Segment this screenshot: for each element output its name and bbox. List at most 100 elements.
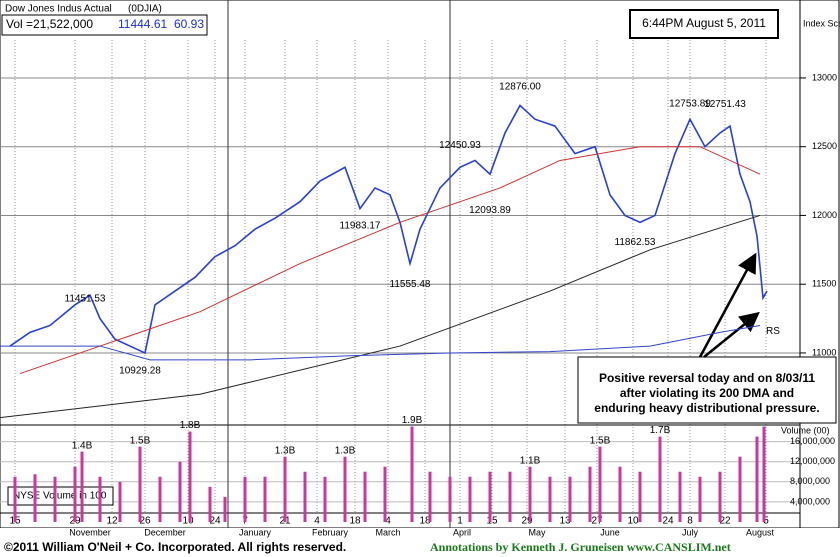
month-label: June bbox=[600, 527, 620, 537]
volume-bar bbox=[383, 466, 387, 522]
volume-bar bbox=[188, 431, 192, 522]
volume-bar bbox=[158, 476, 162, 522]
series-line bbox=[9, 104, 768, 355]
timestamp-box bbox=[629, 9, 779, 39]
y-tick-label: 11500 bbox=[812, 279, 836, 289]
volume-bar bbox=[598, 446, 602, 522]
data-label: 1.1B bbox=[520, 455, 541, 466]
x-tick-label: 29 bbox=[521, 516, 533, 527]
volume-bar bbox=[263, 476, 267, 522]
x-tick-label: 1 bbox=[457, 516, 463, 527]
arrow bbox=[698, 252, 757, 358]
data-label: 1.3B bbox=[275, 445, 296, 456]
x-tick-label: 22 bbox=[719, 516, 731, 527]
month-label: February bbox=[312, 527, 349, 537]
series-label: RS bbox=[766, 326, 780, 337]
volume-bar bbox=[243, 476, 247, 522]
volume-bar bbox=[678, 471, 682, 522]
volume-bar bbox=[73, 466, 77, 522]
volume-bar bbox=[548, 476, 552, 522]
data-label: 1.3B bbox=[335, 445, 356, 456]
x-tick-label: 27 bbox=[591, 516, 603, 527]
x-tick-label: 15 bbox=[486, 516, 498, 527]
symbol: (0DJIA) bbox=[128, 4, 162, 15]
volume-bar bbox=[762, 426, 766, 522]
x-tick-label: 18 bbox=[349, 516, 361, 527]
volume-bar bbox=[568, 476, 572, 522]
series-line bbox=[19, 146, 761, 375]
volume-bar bbox=[638, 471, 642, 522]
month-label: December bbox=[144, 527, 186, 537]
volume-bar bbox=[53, 476, 57, 522]
volume-bar bbox=[13, 476, 17, 522]
price-annotation: 11983.17 bbox=[340, 220, 381, 231]
index-name: Dow Jones Indus Actual bbox=[5, 4, 112, 15]
volume-bar bbox=[283, 456, 287, 522]
y-tick-label: 12500 bbox=[812, 141, 837, 151]
volume-bar bbox=[303, 471, 307, 522]
price: 11444.61 bbox=[118, 17, 167, 31]
y-tick-label: 4,000,000 bbox=[790, 496, 830, 506]
y-tick-label: 13000 bbox=[812, 72, 837, 82]
x-tick-label: 4 bbox=[385, 516, 391, 527]
volume-bar bbox=[178, 461, 182, 522]
volume-bar bbox=[428, 471, 432, 522]
series-line bbox=[0, 214, 761, 419]
volume-bar bbox=[718, 471, 722, 522]
volume-bar bbox=[80, 451, 84, 522]
data-label: 1.5B bbox=[130, 435, 151, 446]
price-annotation: 11862.53 bbox=[615, 237, 656, 248]
y-tick-label: 11000 bbox=[812, 347, 836, 357]
price-annotation: 12876.00 bbox=[499, 82, 541, 93]
volume-legend: NYSE Volume in 100 bbox=[13, 491, 107, 502]
price-annotation: 12450.93 bbox=[439, 140, 481, 151]
volume-title: Volume (00) bbox=[781, 425, 830, 435]
y-tick-label: 12000 bbox=[812, 210, 837, 220]
x-tick-label: 12 bbox=[106, 516, 118, 527]
data-label: 1.7B bbox=[650, 425, 671, 436]
arrow bbox=[703, 311, 760, 358]
copyright: ©2011 William O'Neil + Co. Incorporated.… bbox=[4, 540, 346, 554]
volume-bar bbox=[488, 471, 492, 522]
volume-bar bbox=[98, 476, 102, 522]
price-annotation: 12093.89 bbox=[469, 205, 511, 216]
price-annotation: 11451.53 bbox=[65, 294, 106, 305]
month-label: January bbox=[239, 527, 272, 537]
annotation-line: after violating its 200 DMA and bbox=[620, 386, 794, 400]
x-tick-label: 13 bbox=[559, 516, 571, 527]
volume-bar bbox=[528, 466, 532, 522]
data-label: 1.9B bbox=[402, 415, 423, 426]
series-line bbox=[0, 324, 761, 361]
x-tick-label: 8 bbox=[687, 516, 693, 527]
volume-bar bbox=[323, 476, 327, 522]
volume-bar bbox=[618, 466, 622, 522]
credit: Annotations by Kenneth J. Gruneisen www.… bbox=[430, 540, 731, 554]
month-label: July bbox=[682, 527, 699, 537]
volume-bar bbox=[363, 471, 367, 522]
volume-bar bbox=[508, 471, 512, 522]
month-label: May bbox=[528, 527, 546, 537]
volume-bar bbox=[658, 436, 662, 522]
x-tick-label: 10 bbox=[182, 516, 194, 527]
y-tick-label: 12,000,000 bbox=[790, 456, 835, 466]
volume-bar bbox=[208, 486, 212, 522]
annotation-line: enduring heavy distributional pressure. bbox=[594, 401, 819, 415]
x-tick-label: 5 bbox=[763, 516, 769, 527]
data-label: 1.8B bbox=[180, 420, 201, 431]
volume-bar bbox=[223, 496, 227, 522]
price-annotation: 12751.43 bbox=[704, 99, 746, 110]
price-annotation: 10929.28 bbox=[119, 365, 161, 376]
timestamp: 6:44PM August 5, 2011 bbox=[642, 16, 766, 30]
volume: Vol =21,522,000 bbox=[6, 17, 93, 31]
annotation-box bbox=[577, 356, 837, 424]
x-tick-label: 26 bbox=[139, 516, 151, 527]
volume-bar bbox=[755, 436, 759, 522]
y-tick-label: 16,000,000 bbox=[790, 436, 835, 446]
x-tick-label: 24 bbox=[209, 516, 221, 527]
frame bbox=[0, 0, 840, 529]
volume-bar bbox=[410, 426, 414, 522]
quote-box bbox=[1, 14, 208, 36]
volume-bar bbox=[698, 476, 702, 522]
